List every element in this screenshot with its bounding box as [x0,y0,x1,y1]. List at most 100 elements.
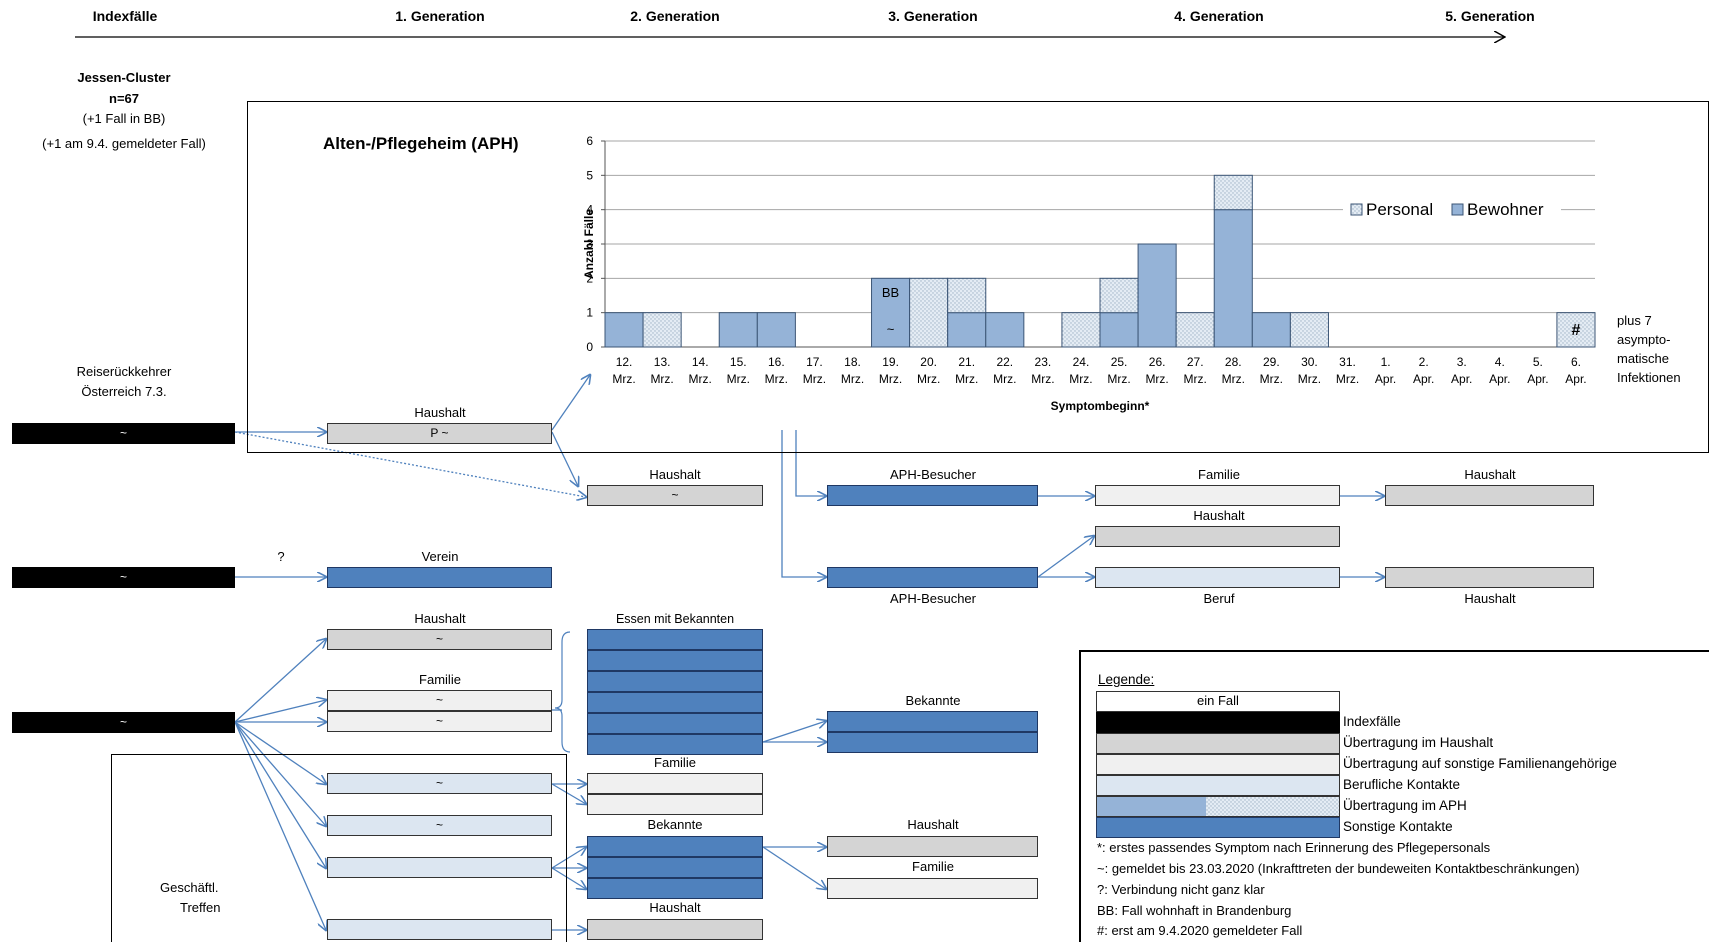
bar-bewohner [718,312,758,348]
gen4-familie-label: Familie [1198,467,1240,482]
aph-title: Alten-/Pflegeheim (APH) [323,134,519,153]
bar-bewohner [1099,312,1139,348]
header-indexfaelle: Indexfälle [92,8,158,24]
essen-case [587,734,763,755]
header-gen5: 5. Generation [1445,8,1535,24]
legend-frame [1079,650,1709,942]
cluster-title: Jessen-Cluster [77,70,171,85]
x-tick-label-day: 4. [1495,355,1505,369]
arrow [551,867,586,889]
gen5-haushalt-case [1385,485,1594,506]
x-tick-label-month: Apr. [1527,372,1548,386]
gen2-haushalt2-label: Haushalt [649,900,701,915]
x-tick-label-month: Mrz. [1298,372,1321,386]
asymptomatic-line3: matische [1617,351,1670,366]
x-tick-label-month: Mrz. [879,372,902,386]
x-tick-label-day: 26. [1149,355,1166,369]
x-tick-label-day: 19. [882,355,899,369]
gen3-aph-besucher-case [827,485,1038,506]
x-tick-label-day: 18. [844,355,861,369]
header-gen4: 4. Generation [1174,8,1264,24]
chart-legend-label-bewohner: Bewohner [1467,200,1544,219]
legend-item-index: Indexfälle [1343,714,1401,729]
legend-title: Legende: [1098,672,1155,687]
business-case-1: ~ [327,773,552,794]
y-axis-label: Anzahl Fälle [582,209,596,279]
x-tick-label-day: 22. [996,355,1013,369]
gen1-haushalt-label: Haushalt [414,405,466,420]
x-tick-label-month: Mrz. [841,372,864,386]
legend-swatch-index [1096,712,1340,733]
arrow [762,721,826,743]
x-tick-label-month: Mrz. [955,372,978,386]
x-tick-label-day: 14. [692,355,709,369]
gen3-haushalt-label: Haushalt [907,817,959,832]
cluster-bb-note: (+1 Fall in BB) [82,111,166,126]
x-tick-label-month: Apr. [1375,372,1396,386]
y-tick-label: 5 [586,168,593,182]
cluster-late-note: (+1 am 9.4. gemeldeter Fall) [42,136,206,151]
x-tick-label-day: 17. [806,355,823,369]
x-tick-label-day: 23. [1035,355,1052,369]
reise-label-line1: Reiserückkehrer [76,364,172,379]
bar-bewohner [947,312,987,348]
gen4-beruf-label: Beruf [1203,591,1235,606]
x-tick-label-day: 28. [1225,355,1242,369]
header-gen3: 3. Generation [888,8,978,24]
arrow [551,847,586,869]
asymptomatic-line1: plus 7 [1617,313,1652,328]
gen2-bekannte-case [587,878,763,899]
arrow [234,431,586,497]
x-tick-label-day: 13. [654,355,671,369]
gen2-familie-case-2 [587,794,763,815]
legend-note-question: ?: Verbindung nicht ganz klar [1097,882,1265,897]
x-tick-label-day: 21. [958,355,975,369]
arrows-group [234,375,1384,930]
x-tick-label-day: 24. [1073,355,1090,369]
x-tick-label-month: Mrz. [1031,372,1054,386]
x-tick-label-month: Mrz. [765,372,788,386]
legend-item-aph: Übertragung im APH [1343,798,1467,813]
essen-label: Essen mit Bekannten [615,612,735,626]
gen2-familie-case-1 [587,773,763,794]
x-tick-label-month: Mrz. [689,372,712,386]
y-tick-label: 3 [586,237,593,251]
annotation-bb: BB [882,285,899,300]
gen3-familie-label: Familie [912,859,954,874]
gen5-haushalt2-label: Haushalt [1464,591,1516,606]
gen1-haushalt-case: P ~ [327,423,552,444]
business-case-4 [327,919,552,940]
arrow [234,721,326,930]
gen4-familie-case [1095,485,1340,506]
chart-legend-label-personal: Personal [1366,200,1433,219]
bar-bewohner [756,312,796,348]
arrow [762,846,826,889]
gen2-haushalt-case: ~ [587,485,763,506]
gen3-bekannte-case [827,732,1038,753]
x-tick-label-month: Mrz. [612,372,635,386]
arrow [234,721,326,868]
x-tick-label-month: Mrz. [1145,372,1168,386]
bar-bewohner [1251,312,1291,348]
bar-personal [642,312,682,348]
x-tick-label-month: Mrz. [803,372,826,386]
bar-bewohner [1213,209,1253,348]
arrow [234,700,326,723]
bar-personal [1061,312,1101,348]
x-tick-label-month: Mrz. [727,372,750,386]
legend-note-symptom: *: erstes passendes Symptom nach Erinner… [1097,840,1491,855]
x-tick-label-day: 12. [616,355,633,369]
gen2-bekannte-case [587,857,763,878]
legend-swatch-haushalt [1096,733,1340,754]
legend-swatch-familie [1096,754,1340,775]
x-tick-label-month: Mrz. [1336,372,1359,386]
chart-legend-swatch-bewohner [1451,203,1464,216]
arrow [781,430,826,577]
legend-note-tilde: ~: gemeldet bis 23.03.2020 (Inkrafttrete… [1097,861,1580,876]
index-case-2: ~ [12,567,235,588]
x-tick-label-month: Mrz. [1184,372,1207,386]
legend-note-bb: BB: Fall wohnhaft in Brandenburg [1097,903,1292,918]
index-case-3: ~ [12,712,235,733]
x-tick-label-month: Mrz. [1107,372,1130,386]
